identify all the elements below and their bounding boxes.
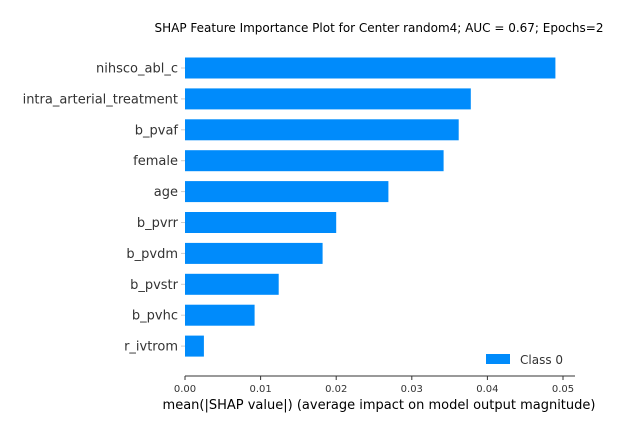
- x-axis-title: mean(|SHAP value|) (average impact on mo…: [163, 398, 596, 413]
- feature-label-female: female: [133, 154, 178, 169]
- feature-label-r-ivtrom: r_ivtrom: [124, 340, 178, 355]
- x-tick-label-0.01: 0.01: [249, 384, 271, 395]
- feature-label-b-pvdm: b_pvdm: [126, 247, 178, 262]
- bar-r-ivtrom: [185, 335, 204, 357]
- feature-label-intra-arterial-treatment: intra_arterial_treatment: [23, 92, 178, 107]
- feature-label-age: age: [154, 185, 178, 200]
- x-tick-label-0.03: 0.03: [401, 384, 423, 395]
- x-tick-label-0.00: 0.00: [174, 384, 196, 395]
- bar-b-pvstr: [185, 273, 279, 295]
- feature-label-nihsco-abl-c: nihsco_abl_c: [96, 62, 178, 77]
- bar-b-pvdm: [185, 242, 323, 264]
- legend-swatch: [486, 354, 510, 364]
- x-axis: 0.00 0.01 0.02 0.03 0.04 0.05: [174, 375, 575, 395]
- bar-nihsco-abl-c: [185, 57, 556, 79]
- feature-label-b-pvhc: b_pvhc: [132, 309, 178, 324]
- bar-intra-arterial-treatment: [185, 88, 471, 110]
- bar-female: [185, 150, 444, 172]
- bar-b-pvhc: [185, 304, 255, 326]
- bars-group: [185, 57, 556, 357]
- feature-labels: nihsco_abl_c intra_arterial_treatment b_pv…: [23, 62, 185, 355]
- legend-label-class-0: Class 0: [520, 353, 563, 367]
- bar-b-pvrr: [185, 212, 337, 233]
- feature-label-b-pvrr: b_pvrr: [137, 216, 179, 231]
- x-tick-label-0.05: 0.05: [552, 384, 574, 395]
- feature-label-b-pvstr: b_pvstr: [130, 278, 179, 293]
- bar-age: [185, 181, 389, 203]
- x-tick-label-0.02: 0.02: [325, 384, 347, 395]
- x-tick-label-0.04: 0.04: [476, 384, 498, 395]
- bar-b-pvaf: [185, 119, 459, 141]
- legend: Class 0: [486, 353, 563, 367]
- feature-label-b-pvaf: b_pvaf: [135, 123, 179, 138]
- chart-title: SHAP Feature Importance Plot for Center …: [155, 21, 604, 35]
